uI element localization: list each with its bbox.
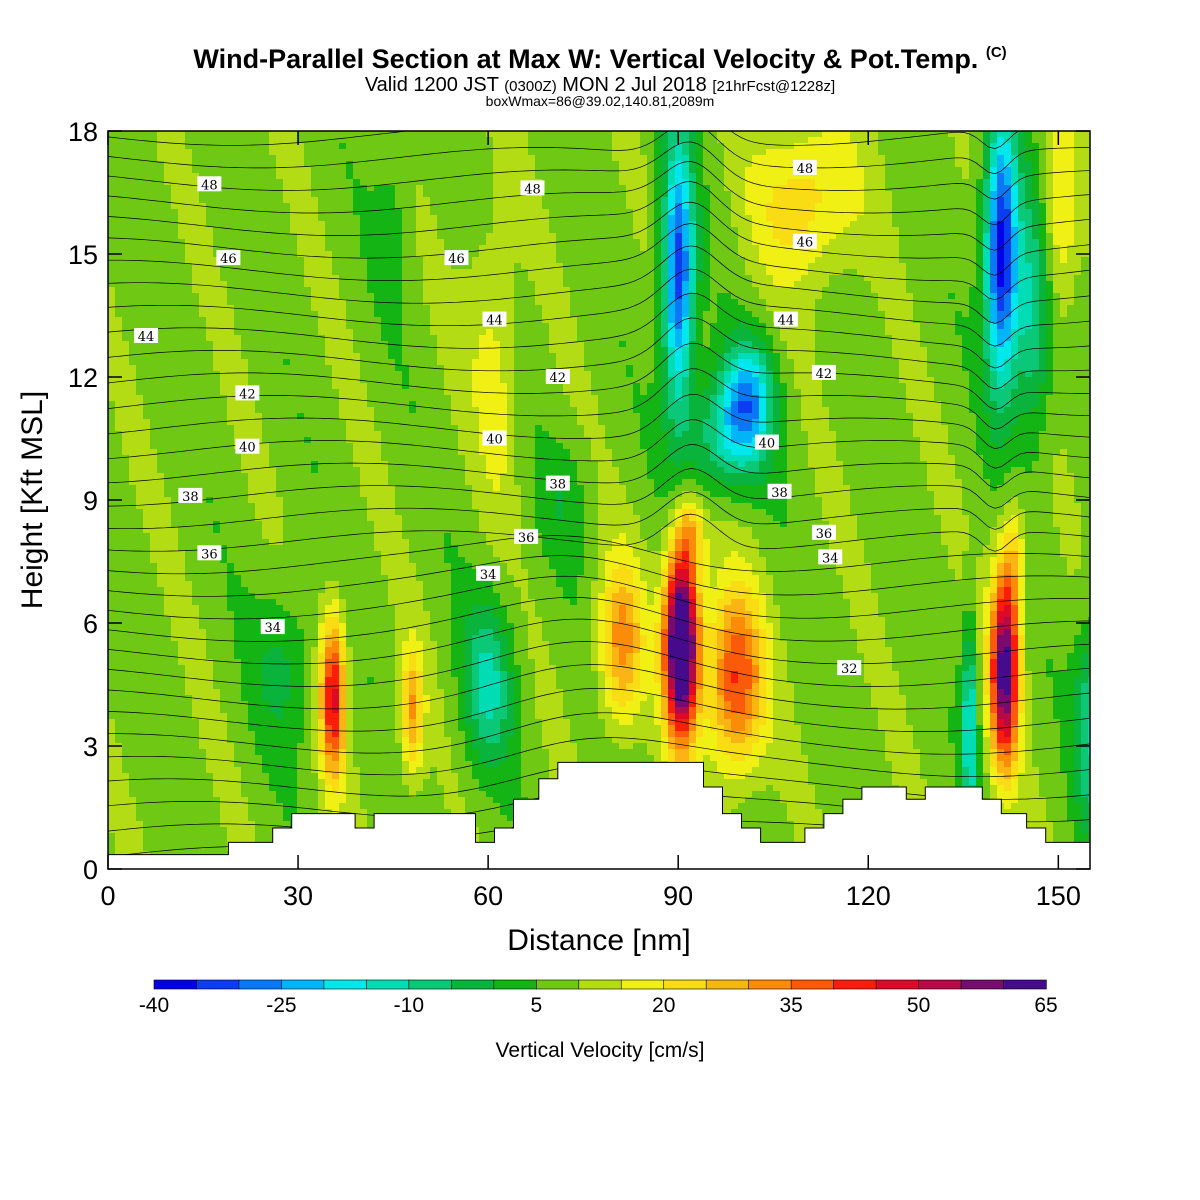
theta-contour-label: 46: [793, 234, 817, 251]
theta-contour-label-text: 38: [182, 490, 199, 505]
colorbar-swatch: [919, 980, 962, 989]
theta-contour-label-text: 44: [778, 314, 795, 329]
colorbar-tick-label: 65: [1034, 994, 1057, 1017]
y-tick-label: 3: [83, 732, 98, 762]
theta-contour-label: 46: [444, 250, 468, 267]
theta-contour-label-text: 40: [759, 437, 776, 452]
x-tick-label: 120: [846, 881, 891, 911]
colorbar-swatch: [1004, 980, 1047, 989]
colorbar-swatch: [451, 980, 494, 989]
colorbar-swatch: [281, 980, 324, 989]
theta-contour-label-text: 44: [486, 314, 503, 329]
x-tick-label: 0: [100, 881, 115, 911]
vertical-velocity-field: [108, 131, 1096, 870]
theta-contour-label-text: 32: [841, 662, 858, 677]
colorbar-tick-label: 50: [907, 994, 930, 1017]
colorbar-swatch: [876, 980, 919, 989]
theta-contour-label-text: 36: [816, 527, 833, 542]
y-tick-label: 12: [68, 363, 98, 393]
x-axis-label: Distance [nm]: [507, 924, 690, 957]
theta-contour-label-text: 42: [239, 387, 256, 402]
theta-contour-label-text: 34: [480, 568, 497, 583]
y-tick-label: 9: [83, 486, 98, 516]
theta-contour-label: 44: [482, 312, 506, 329]
theta-contour-label-text: 34: [264, 621, 281, 636]
theta-contour-label: 42: [235, 385, 259, 402]
theta-contour-label-text: 40: [486, 433, 503, 448]
theta-contour-label: 48: [793, 160, 817, 177]
theta-contour-label-text: 48: [797, 162, 814, 177]
theta-contour-label-text: 42: [816, 367, 833, 382]
colorbar-tick-label: -10: [394, 994, 424, 1017]
colorbar-tick-label: 35: [779, 994, 802, 1017]
theta-contour-label-text: 42: [550, 371, 567, 386]
theta-contour-label: 34: [261, 619, 285, 636]
colorbar-swatch: [749, 980, 792, 989]
theta-contour-label: 40: [482, 431, 506, 448]
theta-contour-label-text: 34: [822, 551, 839, 566]
colorbar-swatch: [494, 980, 537, 989]
colorbar-swatch: [154, 980, 197, 989]
y-tick-label: 6: [83, 609, 98, 639]
colorbar-swatch: [664, 980, 707, 989]
colorbar-swatch: [536, 980, 579, 989]
x-tick-label: 90: [663, 881, 693, 911]
theta-contour-label: 42: [812, 365, 836, 382]
colorbar-swatch: [961, 980, 1004, 989]
theta-contour-label: 36: [197, 545, 221, 562]
y-tick-label: 18: [68, 117, 98, 147]
theta-contour-label: 46: [216, 250, 240, 267]
theta-contour-label: 36: [514, 529, 538, 546]
theta-contour-label: 36: [812, 525, 836, 542]
colorbar-swatch: [706, 980, 749, 989]
colorbar-swatch: [196, 980, 239, 989]
theta-contour-label: 48: [520, 180, 544, 197]
theta-contour-label: 38: [178, 488, 202, 505]
theta-contour-label-text: 36: [518, 531, 535, 546]
theta-contour-label-text: 40: [239, 441, 256, 456]
theta-contour-label: 32: [837, 660, 861, 677]
colorbar-swatch: [409, 980, 452, 989]
colorbar-swatch: [579, 980, 622, 989]
theta-contour-label: 44: [774, 312, 798, 329]
colorbar-label: Vertical Velocity [cm/s]: [496, 1039, 705, 1062]
colorbar-tick-label: 5: [530, 994, 542, 1017]
theta-contour-label: 40: [755, 435, 779, 452]
theta-contour-label-text: 44: [138, 330, 155, 345]
theta-contour-label-text: 38: [771, 486, 788, 501]
theta-contour-line: [108, 83, 1090, 125]
theta-contour-label: 34: [818, 549, 842, 566]
theta-contour-label-text: 38: [550, 478, 567, 493]
theta-contour-label-text: 46: [448, 252, 465, 267]
colorbar: -40 -25 -10 5 20 35 50 65: [139, 980, 1058, 1017]
y-tick-label: 15: [68, 240, 98, 270]
theta-contour-label: 38: [546, 476, 570, 493]
theta-contour-label: 40: [235, 439, 259, 456]
theta-contour-label-text: 48: [201, 178, 218, 193]
theta-contour-label: 42: [546, 369, 570, 386]
x-tick-label: 30: [283, 881, 313, 911]
colorbar-tick-label: 20: [652, 994, 675, 1017]
colorbar-swatch: [834, 980, 877, 989]
cross-section-chart: 48 484846 46464444 444242 424040 403838383636…: [0, 0, 1200, 1200]
colorbar-swatch: [791, 980, 834, 989]
theta-contour-label: 34: [476, 566, 500, 583]
theta-contour-label-text: 48: [524, 182, 541, 197]
y-axis-label: Height [Kft MSL]: [16, 391, 49, 609]
theta-contour-label: 48: [197, 176, 221, 193]
theta-contour-label-text: 46: [797, 236, 814, 251]
colorbar-tick-label: -40: [139, 994, 169, 1017]
x-tick-label: 150: [1036, 881, 1081, 911]
theta-contour-label-text: 36: [201, 547, 218, 562]
colorbar-swatch: [324, 980, 367, 989]
y-tick-label: 0: [83, 855, 98, 885]
x-tick-label: 60: [473, 881, 503, 911]
colorbar-swatch: [621, 980, 664, 989]
theta-contour-label: 44: [134, 328, 158, 345]
colorbar-swatch: [239, 980, 282, 989]
colorbar-tick-label: -25: [266, 994, 296, 1017]
theta-contour-label-text: 46: [220, 252, 237, 267]
colorbar-swatch: [366, 980, 409, 989]
theta-contour-label: 38: [768, 484, 792, 501]
